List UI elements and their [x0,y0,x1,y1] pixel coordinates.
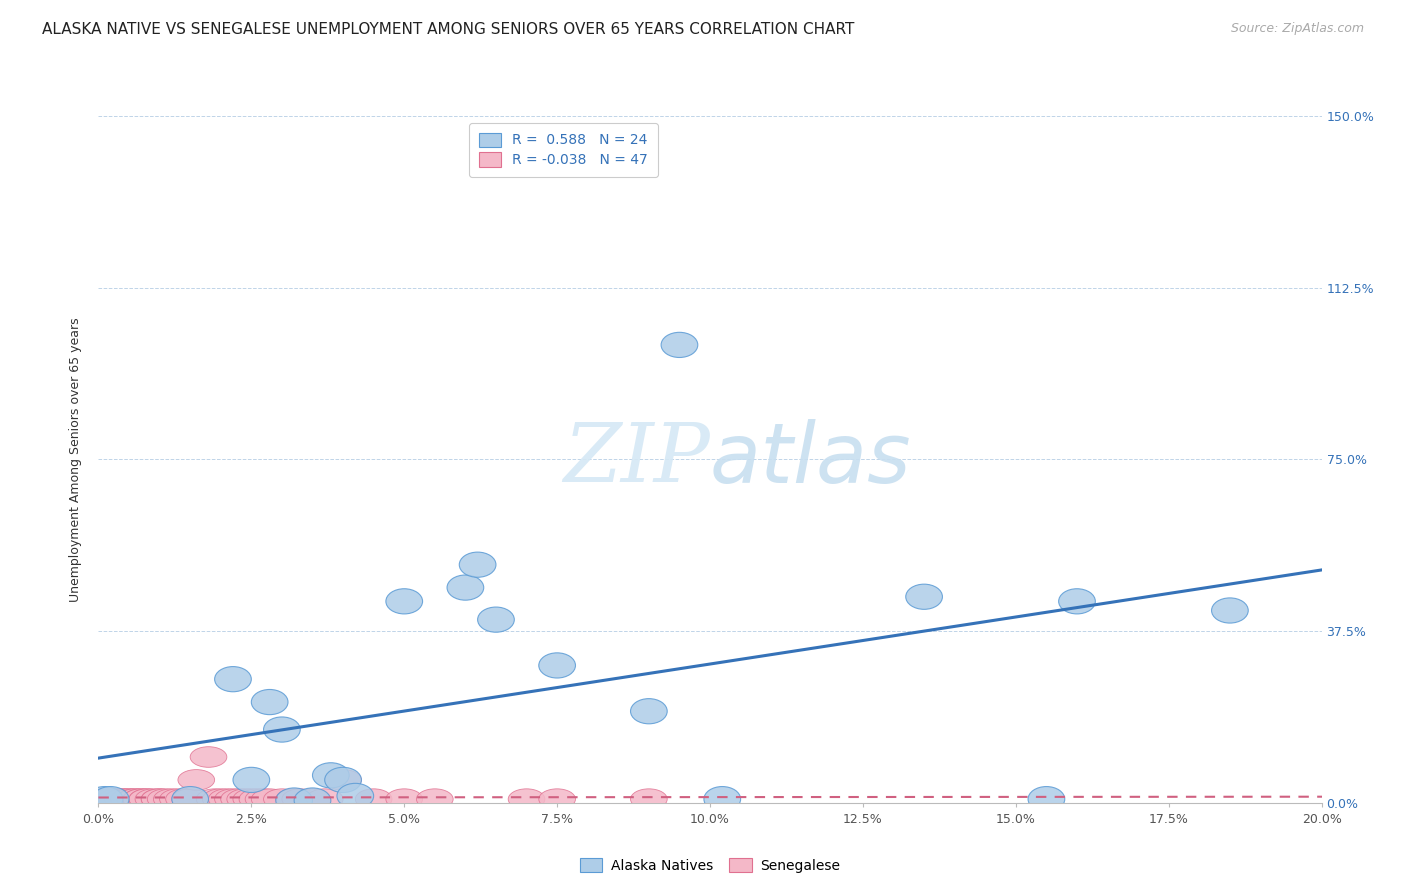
Ellipse shape [122,789,160,809]
Ellipse shape [86,789,122,809]
Ellipse shape [86,787,122,812]
Ellipse shape [93,789,129,809]
Ellipse shape [160,789,197,809]
Ellipse shape [294,788,330,814]
Ellipse shape [905,584,942,609]
Ellipse shape [129,789,166,809]
Ellipse shape [104,789,141,809]
Ellipse shape [263,789,301,809]
Ellipse shape [117,789,153,809]
Ellipse shape [104,789,141,809]
Ellipse shape [122,789,160,809]
Ellipse shape [190,747,226,767]
Ellipse shape [356,789,392,809]
Ellipse shape [215,789,252,809]
Ellipse shape [202,789,239,809]
Y-axis label: Unemployment Among Seniors over 65 years: Unemployment Among Seniors over 65 years [69,317,83,602]
Ellipse shape [135,789,172,809]
Ellipse shape [129,789,166,809]
Ellipse shape [508,789,546,809]
Ellipse shape [93,789,129,809]
Ellipse shape [141,789,179,809]
Ellipse shape [447,575,484,600]
Ellipse shape [1212,598,1249,624]
Ellipse shape [478,607,515,632]
Ellipse shape [245,789,281,809]
Ellipse shape [233,789,270,809]
Ellipse shape [276,788,312,814]
Ellipse shape [307,789,343,809]
Text: ALASKA NATIVE VS SENEGALESE UNEMPLOYMENT AMONG SENIORS OVER 65 YEARS CORRELATION: ALASKA NATIVE VS SENEGALESE UNEMPLOYMENT… [42,22,855,37]
Ellipse shape [117,789,153,809]
Ellipse shape [538,653,575,678]
Ellipse shape [166,789,202,809]
Ellipse shape [153,789,190,809]
Ellipse shape [111,789,148,809]
Ellipse shape [141,789,179,809]
Text: Source: ZipAtlas.com: Source: ZipAtlas.com [1230,22,1364,36]
Ellipse shape [661,333,697,358]
Ellipse shape [226,789,263,809]
Ellipse shape [630,698,668,723]
Ellipse shape [172,789,208,809]
Ellipse shape [263,717,301,742]
Ellipse shape [93,787,129,812]
Ellipse shape [98,789,135,809]
Ellipse shape [416,789,453,809]
Ellipse shape [385,789,423,809]
Ellipse shape [1059,589,1095,614]
Ellipse shape [148,789,184,809]
Ellipse shape [111,789,148,809]
Legend: Alaska Natives, Senegalese: Alaska Natives, Senegalese [575,853,845,879]
Ellipse shape [325,767,361,792]
Text: atlas: atlas [710,419,911,500]
Ellipse shape [460,552,496,577]
Ellipse shape [215,666,252,692]
Ellipse shape [385,589,423,614]
Ellipse shape [252,789,288,809]
Ellipse shape [312,763,349,788]
Ellipse shape [325,770,361,790]
Ellipse shape [630,789,668,809]
Ellipse shape [221,789,257,809]
Ellipse shape [208,789,245,809]
Ellipse shape [239,789,276,809]
Ellipse shape [538,789,575,809]
Ellipse shape [1028,787,1064,812]
Ellipse shape [197,789,233,809]
Ellipse shape [281,789,319,809]
Ellipse shape [294,789,330,809]
Ellipse shape [704,787,741,812]
Text: ZIP: ZIP [564,419,710,500]
Ellipse shape [276,789,312,809]
Ellipse shape [252,690,288,714]
Ellipse shape [233,767,270,792]
Ellipse shape [172,787,208,812]
Ellipse shape [179,770,215,790]
Ellipse shape [98,789,135,809]
Ellipse shape [337,783,374,808]
